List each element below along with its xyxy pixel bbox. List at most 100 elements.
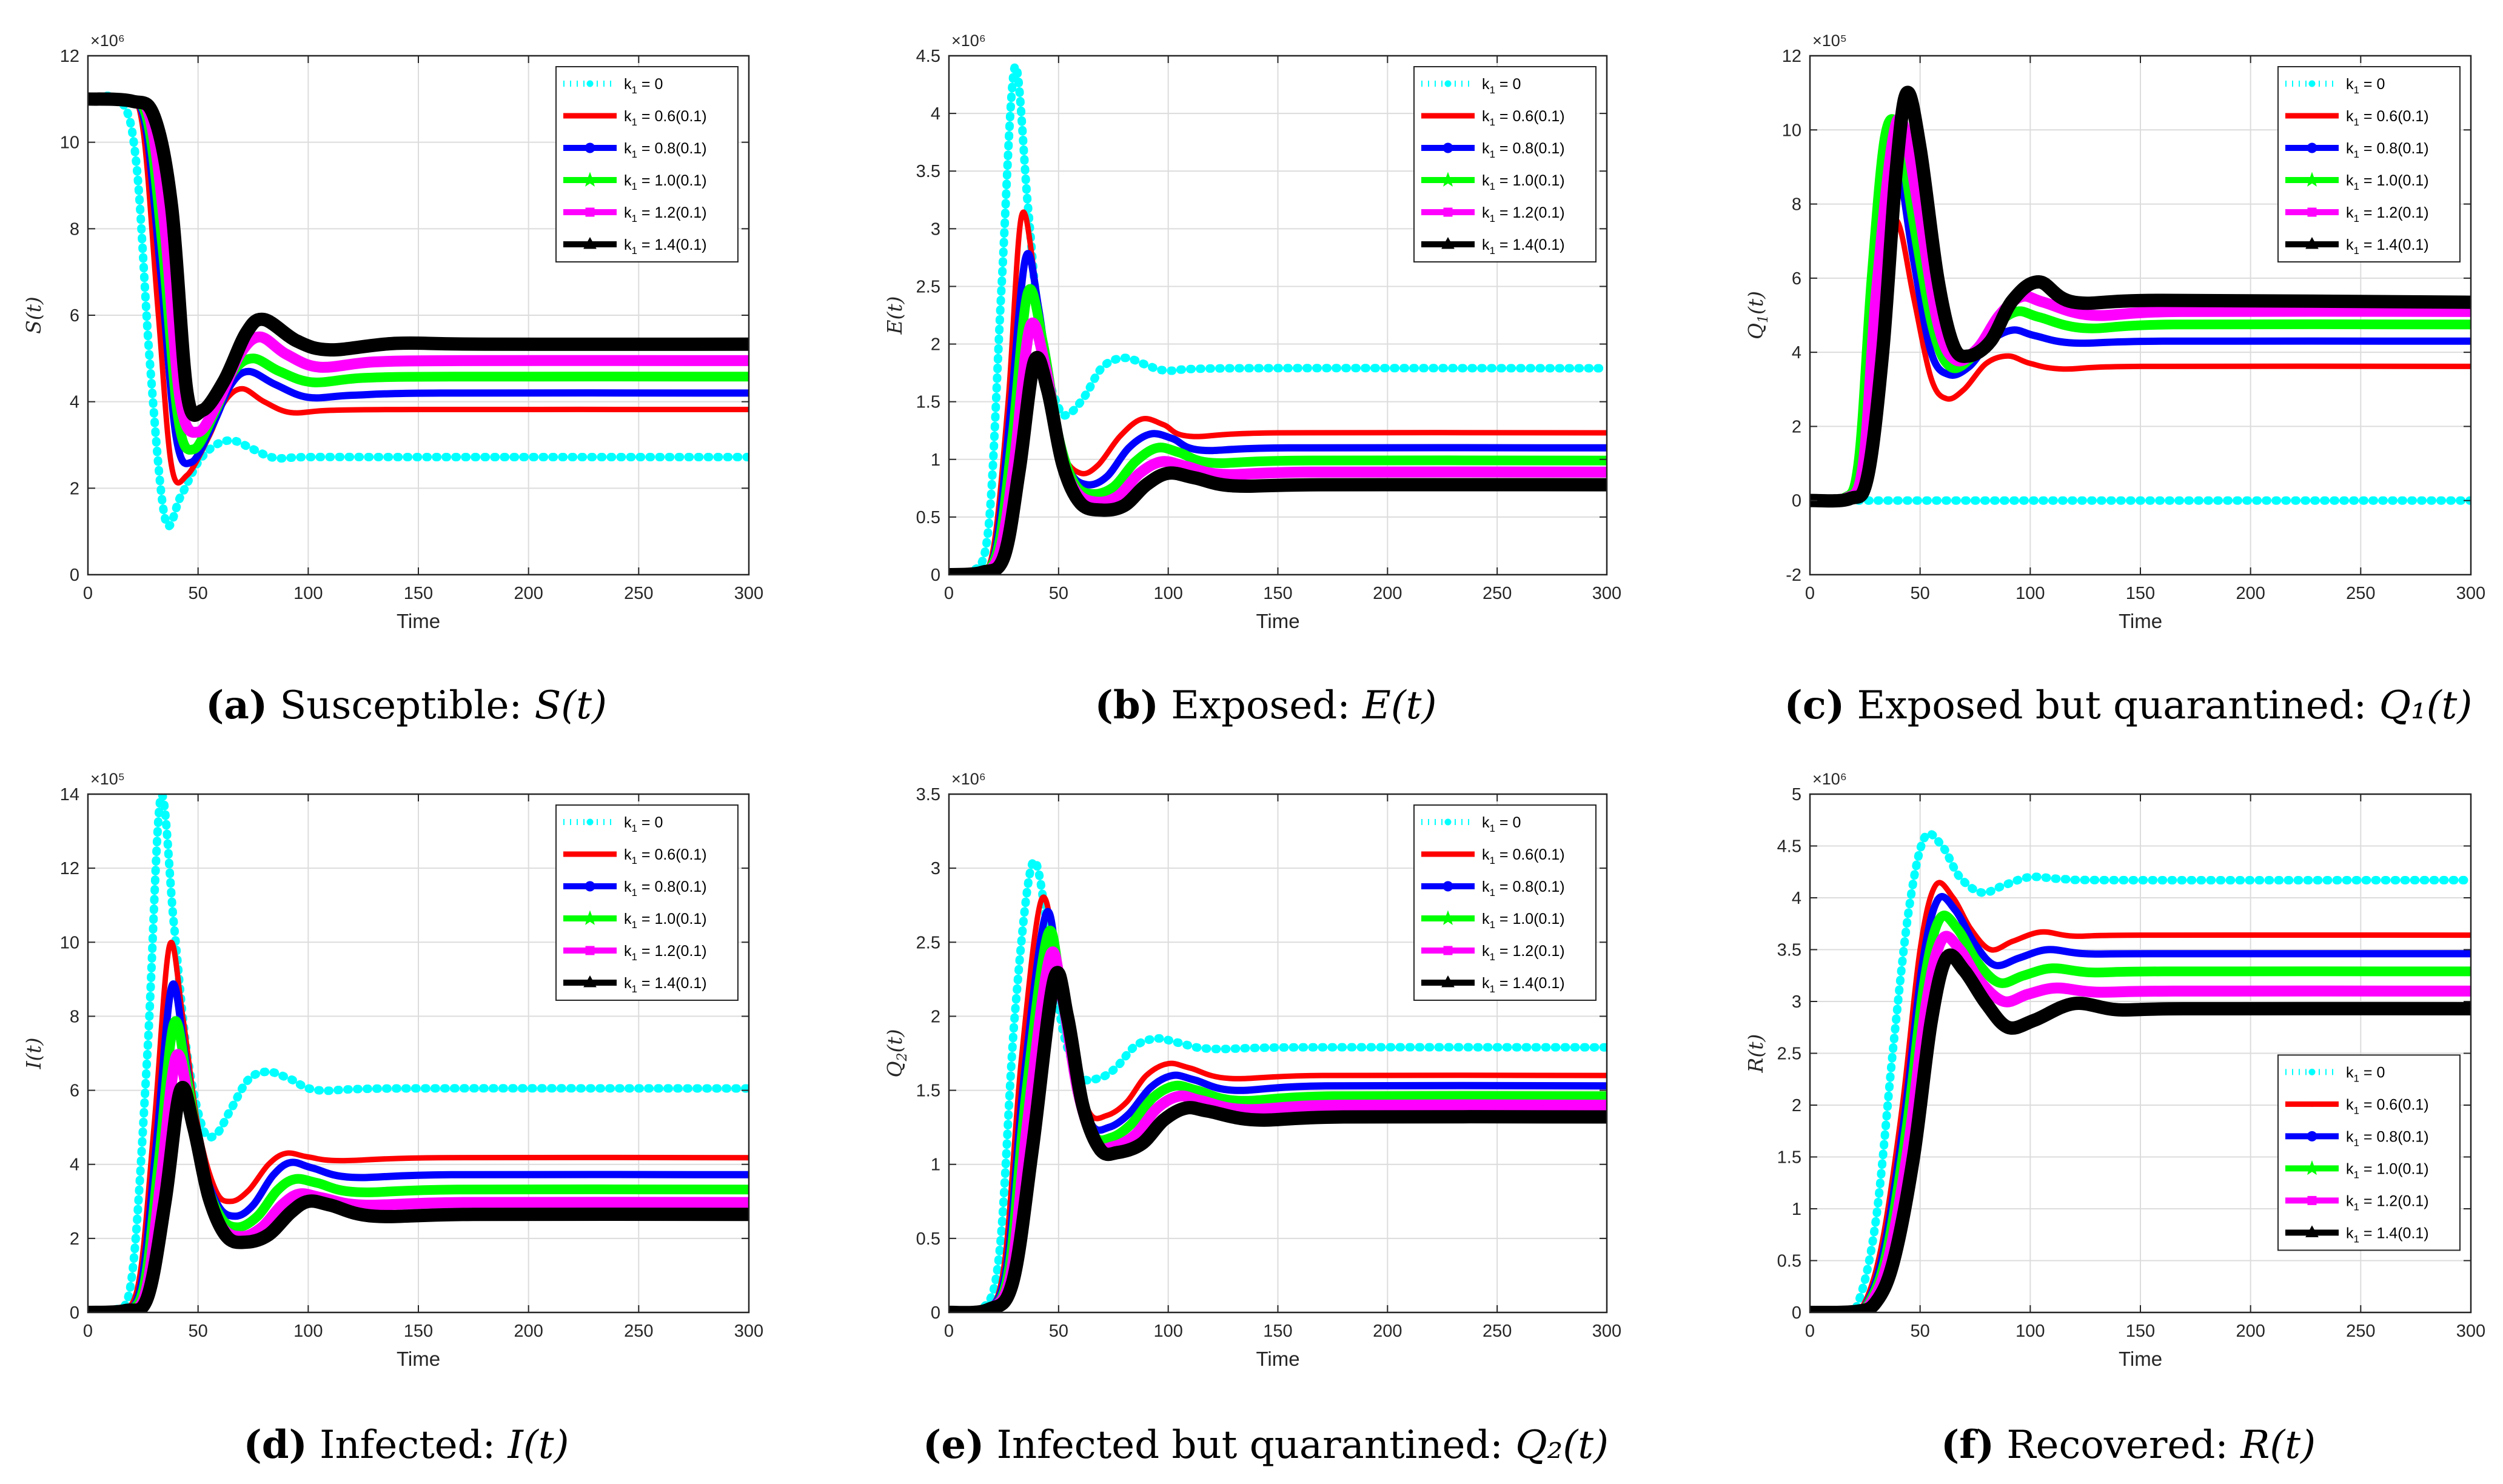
y-tick-label: 5 bbox=[1792, 785, 1801, 804]
y-tick-label: 0 bbox=[931, 1303, 940, 1323]
legend-label-0: k1 = 0 bbox=[2346, 76, 2385, 96]
x-tick-label: 200 bbox=[2236, 584, 2265, 603]
y-tick-label: 4.5 bbox=[1777, 837, 1801, 857]
x-tick-label: 150 bbox=[404, 584, 433, 603]
legend-marker-4 bbox=[585, 946, 595, 955]
x-axis-label: Time bbox=[1256, 610, 1299, 632]
series-line-5 bbox=[88, 1081, 749, 1312]
legend-label-2: k1 = 0.8(0.1) bbox=[624, 140, 707, 160]
x-tick-label: 250 bbox=[2346, 584, 2375, 603]
series-line-5 bbox=[88, 92, 749, 422]
y-axis-label: Q2(t) bbox=[883, 1029, 910, 1077]
legend-box bbox=[1413, 804, 1597, 1001]
legend-label-1: k1 = 0.6(0.1) bbox=[624, 846, 707, 866]
caption: (d) Infected: I(t) bbox=[244, 1422, 569, 1468]
legend-marker-2 bbox=[2307, 1131, 2317, 1141]
y-tick-label: 2 bbox=[70, 1229, 79, 1249]
series-group bbox=[88, 794, 749, 1312]
legend-marker-0 bbox=[1444, 80, 1452, 87]
y-tick-label: 2 bbox=[1792, 1096, 1801, 1115]
y-axis-label: E(t) bbox=[883, 296, 906, 335]
y-tick-label: 12 bbox=[60, 859, 79, 878]
legend-label-0: k1 = 0 bbox=[1482, 76, 1521, 96]
x-tick-label: 0 bbox=[1805, 1322, 1815, 1341]
legend-box bbox=[555, 804, 739, 1001]
caption: (c) Exposed but quarantined: Q₁(t) bbox=[1784, 683, 2473, 728]
y-tick-label: 0.5 bbox=[916, 508, 940, 527]
legend-marker-5 bbox=[583, 975, 597, 988]
series-group bbox=[1810, 85, 2471, 508]
legend-marker-0 bbox=[1444, 818, 1452, 826]
x-tick-label: 50 bbox=[1049, 584, 1068, 603]
x-tick-label: 200 bbox=[1373, 584, 1402, 603]
y-tick-label: 1.5 bbox=[916, 393, 940, 412]
x-tick-label: 100 bbox=[2015, 1322, 2045, 1341]
ticks bbox=[948, 794, 1607, 1313]
legend-label-4: k1 = 1.2(0.1) bbox=[2346, 204, 2429, 224]
y-axis-label: R(t) bbox=[1744, 1034, 1768, 1074]
legend-marker-2 bbox=[585, 142, 595, 153]
legend-marker-3 bbox=[2304, 172, 2320, 187]
y-tick-label: 4 bbox=[70, 393, 79, 412]
caption: (b) Exposed: E(t) bbox=[1095, 683, 1437, 728]
x-tick-label: 150 bbox=[2126, 1322, 2155, 1341]
y-axis-label: Q1(t) bbox=[1744, 291, 1771, 339]
ticks bbox=[87, 794, 749, 1313]
chart-d: 0 50 100 150 200 250 300 0 2 4 6 8 10 12 14 ×10⁵ Time I(t… bbox=[22, 770, 763, 1468]
x-tick-label: 0 bbox=[83, 584, 93, 603]
y-tick-label: 2.5 bbox=[916, 277, 940, 296]
x-axis-label: Time bbox=[397, 610, 440, 632]
y-tick-label: 12 bbox=[1782, 47, 1801, 66]
axis-multiplier: ×10⁶ bbox=[951, 770, 986, 788]
legend-marker-3 bbox=[1440, 910, 1456, 925]
legend-label-1: k1 = 0.6(0.1) bbox=[1482, 108, 1565, 128]
x-tick-label: 300 bbox=[1592, 1322, 1621, 1341]
y-tick-label: 4.5 bbox=[916, 47, 940, 66]
x-tick-label: 50 bbox=[189, 584, 208, 603]
legend-label-1: k1 = 0.6(0.1) bbox=[2346, 108, 2429, 128]
x-tick-label: 250 bbox=[624, 1322, 653, 1341]
legend-marker-1 bbox=[1445, 113, 1451, 119]
x-tick-label: 0 bbox=[944, 1322, 954, 1341]
legend-label-3: k1 = 1.0(0.1) bbox=[624, 172, 707, 192]
y-tick-label: 4 bbox=[70, 1155, 79, 1175]
y-axis-label: I(t) bbox=[22, 1037, 45, 1069]
legend-label-4: k1 = 1.2(0.1) bbox=[624, 943, 707, 963]
x-tick-label: 100 bbox=[1153, 1322, 1182, 1341]
y-tick-label: 1 bbox=[1792, 1200, 1801, 1219]
legend-label-2: k1 = 0.8(0.1) bbox=[2346, 1128, 2429, 1148]
legend-marker-3 bbox=[2304, 1160, 2320, 1175]
y-tick-label: 10 bbox=[60, 933, 79, 952]
legend-label-5: k1 = 1.4(0.1) bbox=[1482, 975, 1565, 995]
caption: (f) Recovered: R(t) bbox=[1941, 1422, 2316, 1468]
x-tick-label: 0 bbox=[1805, 584, 1815, 603]
y-tick-label: 0 bbox=[70, 566, 79, 585]
legend: k1 = 0 k1 = 0.6(0.1) k1 = 0.8(0.1) k1 = 1.0… bbox=[1413, 804, 1597, 1001]
x-tick-label: 50 bbox=[1911, 1322, 1930, 1341]
legend-label-5: k1 = 1.4(0.1) bbox=[1482, 236, 1565, 256]
legend-marker-0 bbox=[586, 818, 594, 826]
y-tick-label: 0 bbox=[70, 1303, 79, 1323]
x-axis-label: Time bbox=[397, 1348, 440, 1370]
legend-marker-0 bbox=[2308, 80, 2316, 87]
y-tick-label: 14 bbox=[60, 785, 79, 804]
legend-label-0: k1 = 0 bbox=[2346, 1064, 2385, 1084]
ticks bbox=[1809, 794, 2471, 1313]
x-tick-label: 100 bbox=[293, 1322, 323, 1341]
legend-label-3: k1 = 1.0(0.1) bbox=[1482, 911, 1565, 931]
legend-box bbox=[1413, 66, 1597, 262]
axis-multiplier: ×10⁵ bbox=[1812, 32, 1847, 50]
ticks bbox=[1809, 55, 2471, 575]
y-tick-label: 2 bbox=[931, 1007, 940, 1026]
x-tick-label: 50 bbox=[189, 1322, 208, 1341]
x-tick-label: 200 bbox=[514, 584, 543, 603]
legend-marker-3 bbox=[582, 910, 598, 925]
y-tick-label: 2 bbox=[70, 479, 79, 498]
y-axis-label: S(t) bbox=[22, 296, 45, 334]
legend-marker-4 bbox=[2307, 207, 2317, 217]
series-group bbox=[949, 857, 1607, 1312]
legend: k1 = 0 k1 = 0.6(0.1) k1 = 0.8(0.1) k1 = 1.0… bbox=[555, 66, 739, 262]
legend: k1 = 0 k1 = 0.6(0.1) k1 = 0.8(0.1) k1 = 1.0… bbox=[2277, 66, 2461, 262]
legend-label-2: k1 = 0.8(0.1) bbox=[2346, 140, 2429, 160]
chart-e: 0 50 100 150 200 250 300 0 0.5 1 1.5 2 2.5 3 3.5 ×10⁶ Ti… bbox=[883, 770, 1621, 1468]
